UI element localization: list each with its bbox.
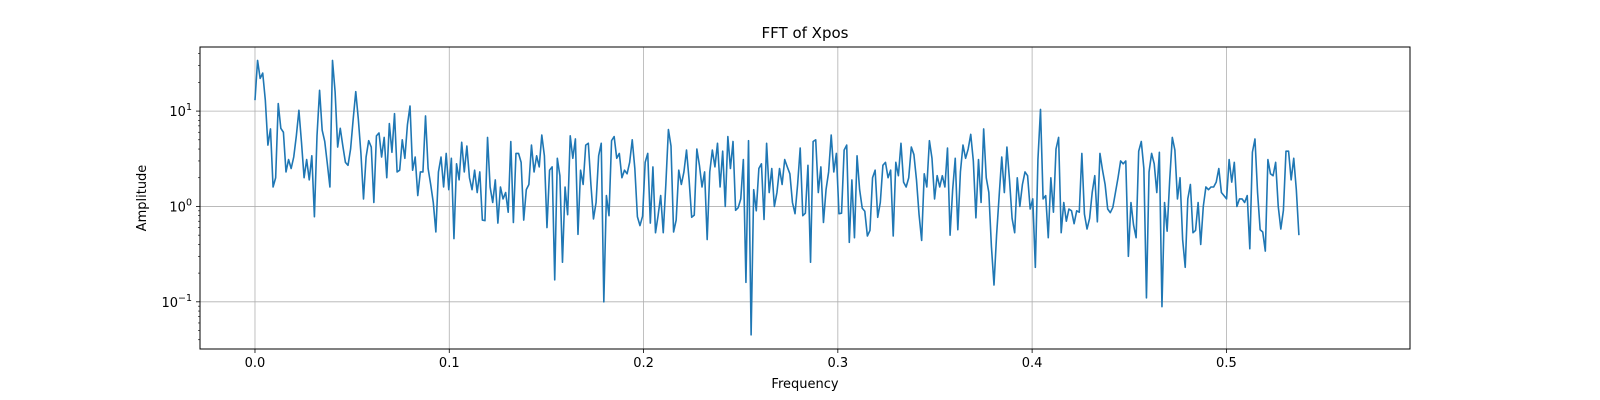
x-axis-ticks: 0.0 0.1 0.2 0.3 0.4 0.5 bbox=[245, 349, 1237, 371]
y-tick-label: 100 bbox=[169, 197, 192, 215]
y-tick-label: 10−1 bbox=[161, 293, 192, 311]
y-axis-label: Amplitude bbox=[135, 165, 150, 232]
chart-title: FFT of Xpos bbox=[762, 24, 849, 42]
amplitude-line bbox=[254, 59, 1300, 336]
axes-frame bbox=[199, 46, 1411, 350]
y-axis-ticks: 101 100 10−1 bbox=[161, 53, 200, 341]
x-axis-label: Frequency bbox=[771, 377, 838, 392]
x-tick-label: 0.3 bbox=[827, 356, 848, 371]
x-tick-label: 0.0 bbox=[245, 356, 266, 371]
x-tick-label: 0.5 bbox=[1216, 356, 1237, 371]
x-tick-label: 0.4 bbox=[1022, 356, 1043, 371]
amplitude-series bbox=[254, 59, 1300, 336]
x-tick-label: 0.1 bbox=[439, 356, 460, 371]
x-tick-label: 0.2 bbox=[633, 356, 654, 371]
y-tick-label: 101 bbox=[169, 102, 192, 120]
